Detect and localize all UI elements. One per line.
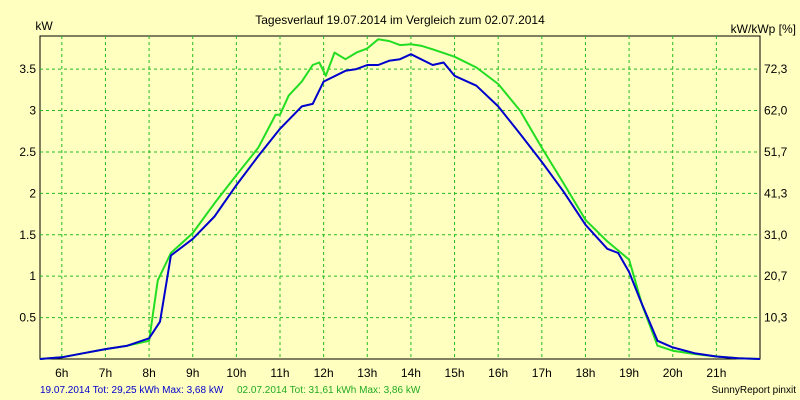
y-tick-label-left: 3	[29, 104, 36, 118]
x-tick-label: 11h	[270, 366, 289, 380]
x-tick-label: 21h	[706, 366, 726, 380]
y-tick-labels-right: 10,3 20,7 31,0 41,3 51,7 62,0 72,3	[764, 62, 788, 324]
y-tick-label-left: 1.5	[19, 228, 36, 242]
x-tick-label: 7h	[99, 366, 112, 380]
chart-title: Tagesverlauf 19.07.2014 im Vergleich zum…	[255, 13, 545, 27]
x-tick-label: 10h	[226, 366, 246, 380]
y-tick-label-left: 2	[29, 186, 36, 200]
x-tick-label: 8h	[142, 366, 155, 380]
y-tick-label-left: 2.5	[19, 145, 36, 159]
y-tick-label-left: 3.5	[19, 62, 36, 76]
x-tick-label: 19h	[619, 366, 639, 380]
series-group	[39, 38, 761, 360]
series-line-green	[39, 38, 761, 360]
y-tick-label-right: 10,3	[764, 311, 788, 325]
y-axis-label-right: kW/kWp [%]	[731, 22, 796, 36]
x-tick-label: 18h	[575, 366, 595, 380]
x-tick-label: 20h	[663, 366, 683, 380]
y-tick-label-right: 62,0	[764, 104, 788, 118]
y-axis-label-left: kW	[35, 19, 53, 33]
y-tick-label-right: 20,7	[764, 269, 788, 283]
brand-label: SunnyReport pinxit	[712, 385, 797, 396]
x-tick-label: 13h	[357, 366, 377, 380]
y-tick-label-right: 51,7	[764, 145, 788, 159]
y-tick-labels-left: 0.5 1 1.5 2 2.5 3 3.5	[19, 62, 36, 324]
chart-frame	[39, 35, 761, 360]
y-tick-label-right: 31,0	[764, 228, 788, 242]
x-tick-label: 14h	[401, 366, 421, 380]
series-line-blue	[39, 53, 761, 360]
y-tick-label-left: 1	[29, 269, 36, 283]
x-tick-label: 15h	[445, 366, 465, 380]
y-tick-label-left: 0.5	[19, 311, 36, 325]
x-tick-label: 17h	[532, 366, 552, 380]
legend-blue: 19.07.2014 Tot: 29,25 kWh Max: 3,68 kW	[40, 385, 224, 396]
x-tick-label: 9h	[186, 366, 199, 380]
y-tick-label-right: 72,3	[764, 62, 788, 76]
x-tick-labels: 6h 7h 8h 9h 10h 11h 12h 13h 14h 15h 16h 17h 18h 19h 20…	[55, 366, 726, 380]
y-tick-label-right: 41,3	[764, 186, 788, 200]
x-tick-label: 12h	[314, 366, 334, 380]
x-tick-label: 16h	[488, 366, 508, 380]
legend-green: 02.07.2014 Tot: 31,61 kWh Max: 3,86 kW	[237, 385, 421, 396]
x-tick-label: 6h	[55, 366, 68, 380]
